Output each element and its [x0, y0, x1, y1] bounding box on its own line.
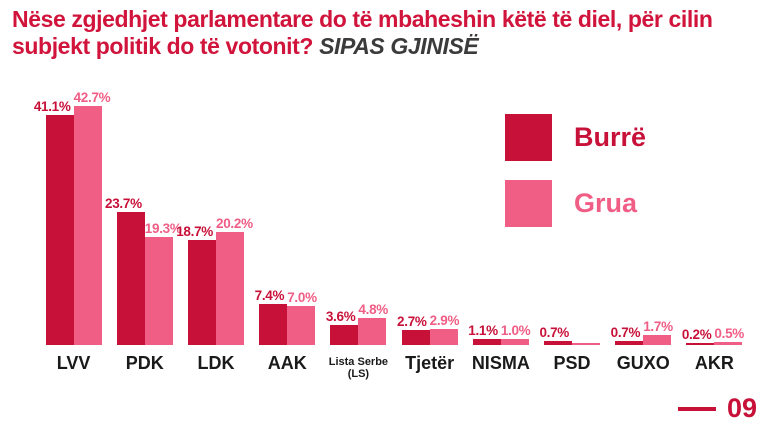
bar-pair: 1.1% 1.0%	[468, 100, 531, 345]
bar-grua-pdk: 19.3%	[144, 221, 182, 345]
bar-pair: 23.7% 19.3%	[105, 100, 182, 345]
legend-item-grua: Grua	[505, 180, 646, 227]
bar-group-akr: 0.2% 0.5% AKR	[679, 100, 750, 390]
bar-group-psd: 0.7% PSD	[536, 100, 607, 390]
category-label-lvv: LVV	[56, 353, 91, 373]
legend: Burrë Grua	[505, 114, 646, 227]
bar-burre-akr: 0.2%	[682, 327, 715, 345]
category-label-psd: PSD	[553, 353, 591, 373]
legend-item-burre: Burrë	[505, 114, 646, 161]
bar-group-lista-serbe-ls: 3.6% 4.8% Lista Serbe (LS)	[323, 100, 394, 390]
value-label-burre-tjeter: 2.7%	[397, 313, 427, 329]
value-label-grua-guxo: 1.7%	[643, 319, 673, 335]
bar-group-aak: 7.4% 7.0% AAK	[252, 100, 323, 390]
value-label-grua-akr: 0.5%	[714, 326, 744, 342]
value-label-grua-pdk: 19.3%	[144, 220, 182, 236]
value-label-burre-psd: 0.7%	[539, 325, 570, 341]
value-label-burre-ldk: 18.7%	[176, 224, 213, 240]
value-label-burre-lista-serbe-ls: 3.6%	[325, 308, 356, 324]
value-label-grua-aak: 7.0%	[287, 289, 317, 305]
bar-grua-lvv: 42.7%	[73, 90, 111, 345]
title-question: Nëse zgjedhjet parlamentare do të mbahes…	[12, 6, 713, 60]
bar-pair: 3.6% 4.8%	[326, 100, 388, 345]
bar-pair: 0.2% 0.5%	[682, 100, 744, 345]
bar-group-lvv: 41.1% 42.7% LVV	[34, 90, 111, 390]
value-label-burre-lvv: 41.1%	[33, 98, 71, 114]
bar-grua-nisma: 1.0%	[500, 323, 531, 345]
value-label-grua-lista-serbe-ls: 4.8%	[358, 302, 388, 318]
bar-pair: 2.7% 2.9%	[397, 100, 459, 345]
bar-burre-tjeter: 2.7%	[397, 314, 430, 345]
bar-pair: 18.7% 20.2%	[176, 100, 253, 345]
category-label-akr: AKR	[694, 353, 734, 373]
bar-group-ldk: 18.7% 20.2% LDK	[176, 100, 253, 390]
legend-label-burre: Burrë	[574, 122, 647, 152]
value-label-grua-tjeter: 2.9%	[429, 312, 460, 328]
bar-grua-aak: 7.0%	[287, 290, 317, 345]
category-label-tjeter: Tjetër	[405, 353, 455, 373]
bar-burre-psd: 0.7%	[539, 325, 573, 345]
category-label-pdk: PDK	[125, 353, 164, 373]
bar-chart: 41.1% 42.7% LVV 23.7% 19.3% PDK 18.7% 20.2% LDK 7…	[34, 90, 750, 390]
bar-pair: 7.4% 7.0%	[255, 100, 317, 345]
value-label-burre-akr: 0.2%	[681, 327, 712, 342]
bar-burre-lista-serbe-ls: 3.6%	[326, 309, 359, 345]
bar-group-tjeter: 2.7% 2.9% Tjetër	[394, 100, 465, 390]
bar-pair: 0.7% 1.7%	[611, 100, 673, 345]
bar-grua-akr: 0.5%	[714, 326, 744, 345]
legend-label-grua: Grua	[574, 188, 638, 218]
category-label-aak: AAK	[267, 353, 307, 373]
bar-group-pdk: 23.7% 19.3% PDK	[105, 100, 182, 390]
value-label-grua-nisma: 1.0%	[500, 323, 531, 339]
value-label-burre-pdk: 23.7%	[105, 196, 142, 212]
bar-grua-lista-serbe-ls: 4.8%	[358, 302, 388, 345]
bar-grua-tjeter: 2.9%	[429, 313, 459, 345]
value-label-burre-guxo: 0.7%	[610, 325, 641, 341]
value-label-grua-lvv: 42.7%	[73, 89, 111, 105]
value-label-burre-nisma: 1.1%	[468, 322, 498, 338]
bar-grua-ldk: 20.2%	[216, 216, 253, 345]
page-number-dash	[677, 406, 716, 411]
page-number: 09	[677, 393, 757, 424]
category-label-lista-serbe-ls: Lista Serbe (LS)	[328, 356, 389, 381]
bar-burre-guxo: 0.7%	[611, 325, 644, 345]
legend-swatch-grua	[505, 180, 552, 227]
bar-burre-pdk: 23.7%	[105, 196, 145, 345]
bar-grua-guxo: 1.7%	[643, 319, 673, 345]
category-label-nisma: NISMA	[471, 353, 530, 373]
bar-burre-lvv: 41.1%	[34, 99, 74, 345]
bar-burre-ldk: 18.7%	[176, 224, 216, 345]
bar-pair: 41.1% 42.7%	[34, 90, 111, 345]
legend-swatch-burre	[505, 114, 552, 161]
bar-grua-psd	[572, 343, 601, 345]
bar-burre-aak: 7.4%	[255, 288, 288, 345]
bar-group-guxo: 0.7% 1.7% GUXO	[608, 100, 679, 390]
bar-group-nisma: 1.1% 1.0% NISMA	[465, 100, 536, 390]
value-label-burre-aak: 7.4%	[254, 287, 285, 303]
page-title: Nëse zgjedhjet parlamentare do të mbahes…	[12, 6, 772, 60]
category-label-ldk: LDK	[197, 353, 235, 373]
bar-pair: 0.7%	[539, 100, 601, 345]
title-subtitle: SIPAS GJINISË	[319, 33, 479, 60]
category-label-guxo: GUXO	[616, 353, 670, 373]
bar-burre-nisma: 1.1%	[468, 323, 501, 345]
page-number-value: 09	[726, 393, 757, 423]
value-label-grua-ldk: 20.2%	[216, 215, 253, 231]
